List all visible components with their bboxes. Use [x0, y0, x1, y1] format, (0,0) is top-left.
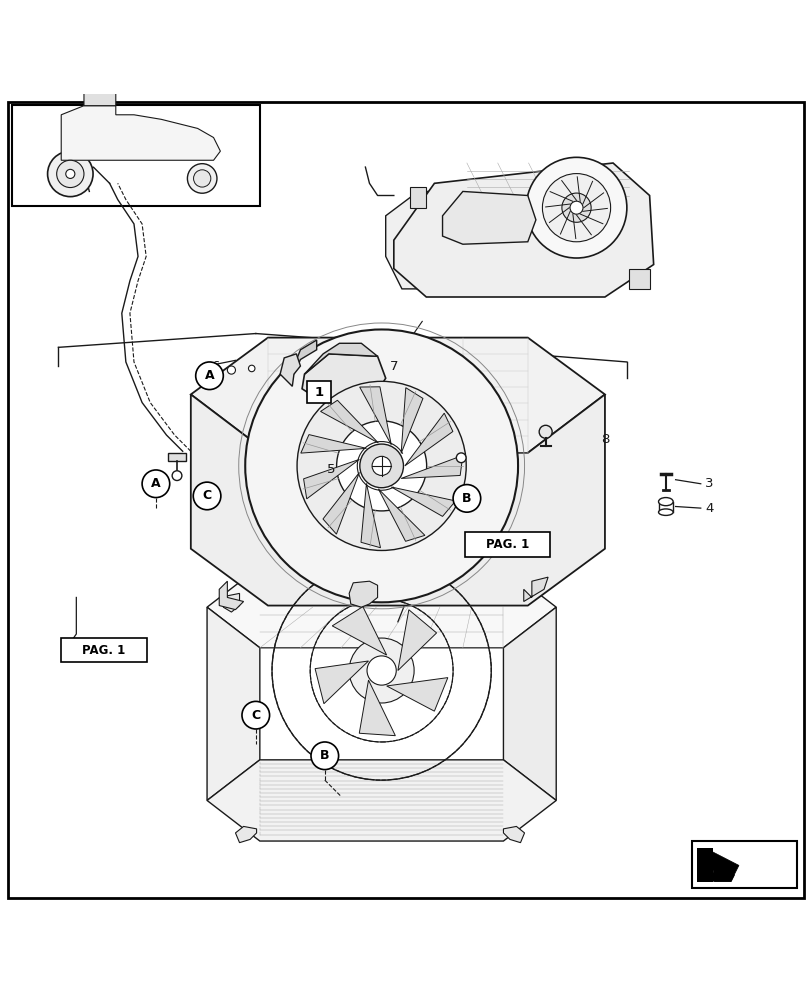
Ellipse shape — [658, 509, 672, 515]
Polygon shape — [358, 680, 395, 736]
Circle shape — [142, 470, 169, 498]
Polygon shape — [397, 610, 436, 671]
Circle shape — [248, 365, 255, 372]
Polygon shape — [378, 489, 424, 541]
Polygon shape — [84, 1, 116, 24]
Bar — [62, 638, 146, 662]
Circle shape — [245, 329, 517, 602]
Polygon shape — [385, 191, 645, 289]
Polygon shape — [191, 394, 604, 606]
Circle shape — [569, 201, 582, 214]
Polygon shape — [303, 459, 359, 499]
Text: 2: 2 — [531, 540, 539, 553]
Text: 8: 8 — [600, 433, 608, 446]
Bar — [691, 841, 796, 888]
Polygon shape — [235, 826, 256, 843]
Polygon shape — [300, 435, 366, 453]
Circle shape — [453, 485, 480, 512]
Polygon shape — [699, 864, 733, 882]
Circle shape — [242, 701, 269, 729]
Circle shape — [561, 193, 590, 222]
Polygon shape — [696, 848, 712, 882]
Polygon shape — [405, 413, 453, 466]
Polygon shape — [207, 760, 556, 841]
Polygon shape — [386, 678, 448, 711]
Polygon shape — [302, 354, 385, 403]
Circle shape — [526, 157, 626, 258]
Circle shape — [193, 482, 221, 510]
Text: A: A — [204, 369, 214, 382]
Bar — [12, 105, 260, 206]
Circle shape — [359, 444, 403, 488]
Circle shape — [311, 742, 338, 770]
Polygon shape — [401, 388, 423, 453]
Text: PAG. 1: PAG. 1 — [485, 538, 529, 551]
Polygon shape — [294, 340, 316, 374]
Text: 7: 7 — [389, 360, 397, 373]
Polygon shape — [361, 483, 380, 548]
Circle shape — [172, 471, 182, 481]
Text: C: C — [251, 709, 260, 722]
Text: B: B — [461, 492, 471, 505]
Circle shape — [539, 425, 551, 438]
Polygon shape — [280, 354, 300, 386]
Polygon shape — [315, 661, 368, 704]
Text: PAG. 1: PAG. 1 — [82, 644, 126, 657]
Circle shape — [371, 456, 391, 475]
Bar — [410, 187, 426, 208]
Bar — [629, 269, 649, 289]
Polygon shape — [393, 163, 653, 297]
Polygon shape — [359, 387, 391, 445]
Polygon shape — [84, 10, 116, 106]
Text: B: B — [320, 749, 329, 762]
Circle shape — [349, 638, 414, 703]
Bar — [168, 453, 186, 461]
Text: 3: 3 — [705, 477, 713, 490]
Ellipse shape — [658, 498, 672, 506]
Text: 4: 4 — [705, 502, 713, 515]
Polygon shape — [401, 455, 462, 478]
Polygon shape — [219, 581, 243, 610]
Polygon shape — [207, 607, 260, 800]
Polygon shape — [304, 343, 377, 374]
Bar — [464, 532, 550, 557]
Text: 5: 5 — [327, 463, 335, 476]
Polygon shape — [503, 826, 524, 843]
Polygon shape — [442, 191, 535, 244]
Polygon shape — [523, 577, 547, 601]
Bar — [307, 381, 331, 403]
Polygon shape — [332, 607, 386, 655]
Polygon shape — [391, 487, 455, 516]
Circle shape — [542, 174, 610, 242]
Circle shape — [66, 169, 75, 178]
Circle shape — [456, 453, 466, 463]
Polygon shape — [223, 593, 239, 612]
Polygon shape — [320, 400, 378, 443]
Polygon shape — [323, 472, 359, 534]
Polygon shape — [503, 607, 556, 800]
Polygon shape — [191, 338, 604, 453]
Circle shape — [297, 381, 466, 550]
Circle shape — [195, 362, 223, 390]
Circle shape — [187, 164, 217, 193]
Text: 1: 1 — [314, 386, 324, 399]
Circle shape — [337, 421, 426, 511]
Polygon shape — [710, 851, 738, 882]
Polygon shape — [349, 581, 377, 607]
Text: A: A — [151, 477, 161, 490]
Text: C: C — [202, 489, 212, 502]
Circle shape — [57, 160, 84, 188]
Polygon shape — [207, 567, 556, 648]
Text: 6: 6 — [211, 360, 219, 373]
Circle shape — [227, 366, 235, 374]
Circle shape — [48, 151, 93, 197]
Circle shape — [367, 656, 396, 685]
Polygon shape — [61, 106, 220, 160]
Circle shape — [193, 170, 211, 187]
